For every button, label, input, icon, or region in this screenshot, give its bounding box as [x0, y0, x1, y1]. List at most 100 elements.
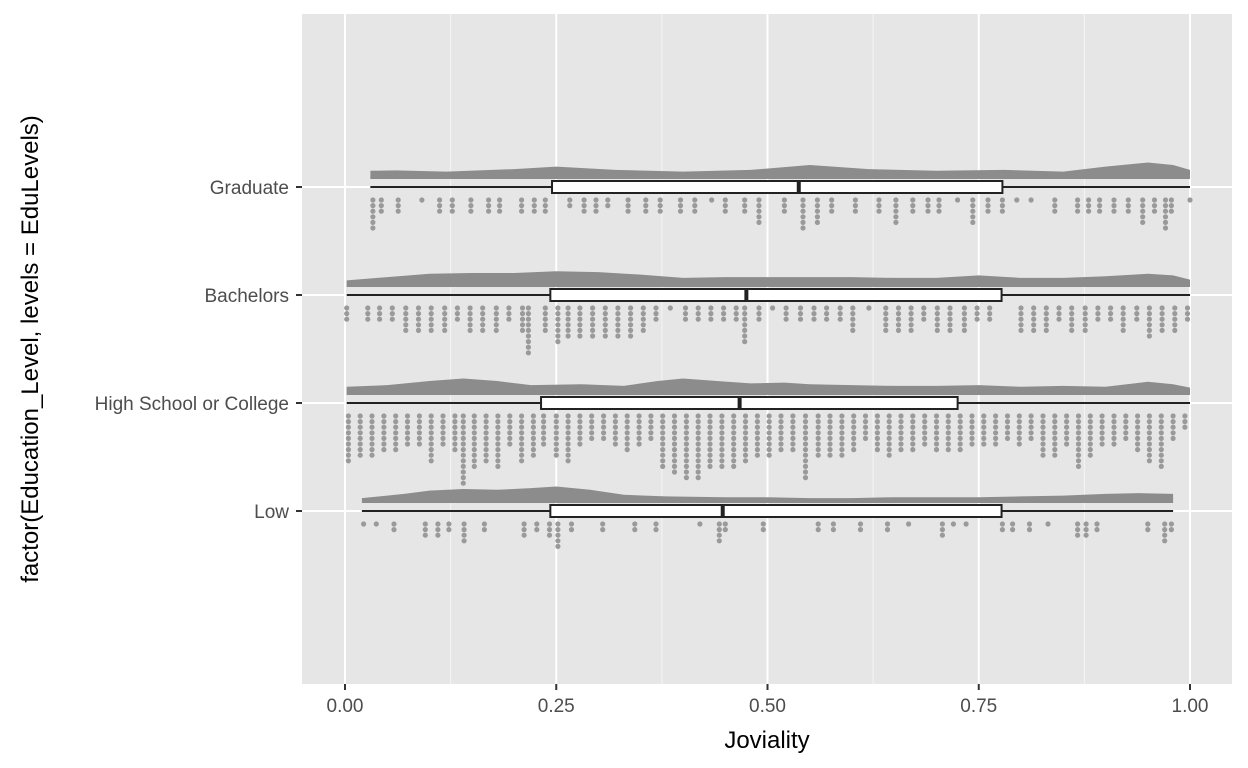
data-point [874, 419, 881, 425]
data-point [981, 441, 987, 447]
data-point [660, 419, 666, 425]
data-point [460, 447, 466, 453]
data-point [1182, 413, 1188, 419]
data-point [422, 521, 428, 527]
data-point [1135, 424, 1141, 430]
data-point [1094, 521, 1100, 527]
data-point [636, 435, 642, 441]
data-point [565, 322, 571, 328]
data-point [534, 527, 540, 533]
data-point [682, 316, 689, 322]
data-point [778, 435, 784, 441]
x-axis-title: Joviality [724, 727, 809, 754]
data-point [369, 452, 375, 458]
data-point [802, 447, 809, 453]
data-point [1086, 203, 1092, 209]
data-point [565, 311, 571, 317]
data-point [922, 413, 928, 419]
data-point [344, 311, 350, 317]
data-point [950, 521, 957, 527]
data-point [1135, 447, 1141, 453]
data-point [936, 197, 942, 203]
data-point [945, 413, 951, 419]
data-point [884, 521, 891, 527]
data-point [742, 322, 748, 328]
data-point [697, 521, 703, 527]
data-point [530, 424, 537, 430]
box-plots [346, 180, 1190, 518]
data-point [1162, 203, 1169, 209]
data-point [1004, 419, 1011, 425]
data-point [577, 316, 583, 322]
data-point [682, 311, 689, 317]
data-point [460, 475, 466, 481]
data-point [827, 430, 833, 436]
data-point [624, 430, 630, 436]
data-point [553, 419, 559, 425]
data-point [1075, 430, 1082, 436]
data-point [756, 311, 762, 317]
data-point [495, 435, 501, 441]
data-point [1097, 208, 1103, 214]
data-point [531, 197, 537, 203]
data-point [1040, 441, 1046, 447]
data-point [1120, 305, 1126, 311]
data-point [781, 197, 788, 203]
data-point [874, 447, 881, 453]
data-point [827, 452, 833, 458]
data-point [555, 538, 561, 544]
data-point [428, 322, 434, 328]
data-point [830, 521, 837, 527]
data-point [1135, 430, 1141, 436]
data-point [876, 208, 882, 214]
density-cloud [370, 162, 1191, 179]
data-point [553, 447, 559, 453]
data-point [1123, 430, 1129, 436]
data-point [1075, 521, 1081, 527]
data-point [742, 424, 749, 430]
data-point [440, 430, 446, 436]
data-point [653, 527, 659, 533]
data-point [945, 430, 951, 436]
data-point [602, 333, 608, 339]
data-point [893, 203, 899, 209]
data-point [811, 316, 817, 322]
data-point [628, 316, 634, 322]
data-point [460, 463, 466, 469]
data-point [542, 322, 548, 328]
data-point [883, 305, 889, 311]
data-point [742, 333, 748, 339]
data-point [506, 311, 512, 317]
data-point [395, 208, 401, 214]
data-point [636, 430, 642, 436]
data-point [369, 441, 375, 447]
data-point [507, 441, 513, 447]
data-point [493, 322, 499, 328]
data-point [1140, 197, 1146, 203]
data-point [766, 413, 772, 419]
data-point [947, 316, 953, 322]
data-point [404, 419, 411, 425]
data-point [625, 208, 631, 214]
data-point [378, 203, 384, 209]
data-point [963, 521, 969, 527]
data-point [1168, 208, 1174, 214]
data-point [1082, 311, 1088, 317]
data-point [886, 413, 892, 419]
data-point [521, 532, 527, 538]
data-point [1087, 447, 1093, 453]
data-point [636, 419, 642, 425]
data-point [530, 435, 537, 441]
data-point [530, 447, 537, 453]
data-point [957, 435, 963, 441]
data-point [553, 452, 559, 458]
data-point [370, 225, 376, 231]
data-point [1004, 435, 1011, 441]
data-point [742, 203, 748, 209]
data-point [590, 305, 596, 311]
data-point [766, 447, 772, 453]
data-point [480, 322, 486, 328]
data-point [910, 441, 916, 447]
data-point [987, 311, 993, 317]
data-point [612, 419, 619, 425]
